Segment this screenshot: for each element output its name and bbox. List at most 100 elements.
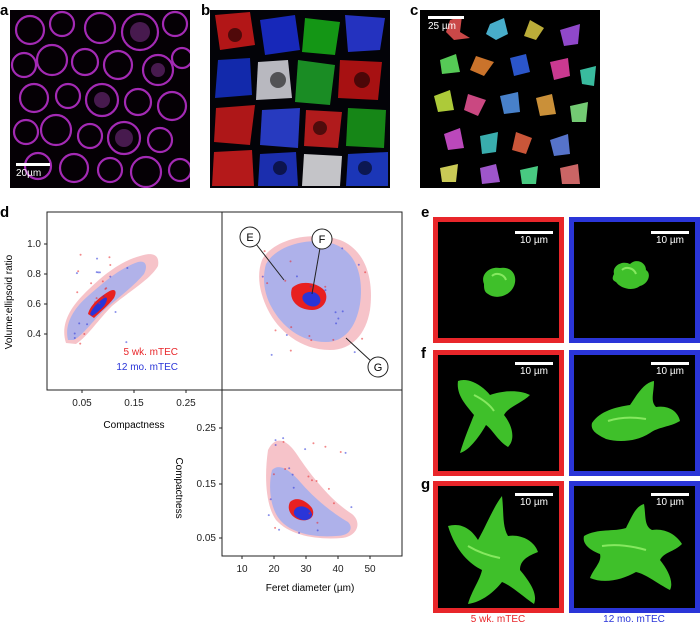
scale-bar-e-right xyxy=(651,231,689,234)
scatter-point xyxy=(324,445,327,448)
plot1-contours xyxy=(64,254,159,344)
render-f-12mo xyxy=(569,350,700,476)
scale-bar-f-right xyxy=(651,362,689,365)
plot1-ylabel: Volume:ellipsoid ratio xyxy=(4,254,15,349)
outlier-points xyxy=(73,233,367,534)
plot1-ytick: 0.4 xyxy=(27,329,41,340)
panel-letter-g: g xyxy=(421,476,431,493)
scatter-point xyxy=(361,337,364,340)
scale-label-c: 25 µm xyxy=(428,21,456,32)
scatter-point xyxy=(78,322,81,325)
annotation-label-e: E xyxy=(246,232,253,244)
plot3-yaxis: 0.25 0.15 0.05 xyxy=(197,423,222,544)
panel-letter-e: e xyxy=(421,204,430,221)
plot3-xtick: 50 xyxy=(364,564,376,575)
scatter-point xyxy=(272,473,275,476)
scatter-point xyxy=(304,448,307,451)
scatter-point xyxy=(308,334,311,337)
plot3-xtick: 10 xyxy=(236,564,248,575)
scatter-point xyxy=(341,247,344,250)
scatter-point xyxy=(289,349,292,352)
scatter-point xyxy=(316,529,319,532)
scatter-point xyxy=(344,451,347,454)
plot1-xlabel: Compactness xyxy=(103,420,164,431)
scatter-point xyxy=(332,502,335,505)
plot-frame-3 xyxy=(221,389,403,557)
scatter-point xyxy=(109,264,112,267)
scatter-point xyxy=(327,487,330,490)
panel-letter-a: a xyxy=(0,2,9,19)
scatter-point xyxy=(364,271,367,274)
plot1-xtick: 0.25 xyxy=(176,398,196,409)
scatter-point xyxy=(79,253,82,256)
scatter-point xyxy=(316,521,319,524)
scatter-point xyxy=(125,341,128,344)
plot3-ytick: 0.05 xyxy=(197,533,217,544)
scatter-point xyxy=(269,498,272,501)
scale-label-f-left: 10 µm xyxy=(520,366,548,377)
scatter-point xyxy=(97,271,100,274)
scale-label-a: 20µm xyxy=(16,168,42,179)
scatter-point xyxy=(274,439,277,442)
micrograph-b xyxy=(210,10,390,188)
scatter-point xyxy=(341,310,344,313)
scatter-point xyxy=(73,332,76,335)
scatter-point xyxy=(298,531,301,534)
scale-bar-e-left xyxy=(515,231,553,234)
panel-letter-d: d xyxy=(0,204,10,221)
render-f-5wk xyxy=(433,350,564,476)
scatter-point xyxy=(284,468,287,471)
scatter-point xyxy=(337,317,340,320)
scale-label-e-left: 10 µm xyxy=(520,235,548,246)
scatter-point xyxy=(285,333,288,336)
scatter-point xyxy=(274,526,277,529)
plot3-xtick: 20 xyxy=(268,564,280,575)
scatter-point xyxy=(95,271,98,274)
scatter-point xyxy=(114,311,117,314)
panel-letter-c: c xyxy=(410,2,419,19)
scatter-point xyxy=(295,275,298,278)
scatter-point xyxy=(308,512,311,515)
scale-bar-g-right xyxy=(651,493,689,496)
scale-label-g-right: 10 µm xyxy=(656,497,684,508)
scatter-point xyxy=(357,263,360,266)
scatter-point xyxy=(261,275,264,278)
scale-label-e-right: 10 µm xyxy=(656,235,684,246)
caption-5wk: 5 wk. mTEC xyxy=(470,614,526,625)
scatter-point xyxy=(290,326,293,329)
scatter-point xyxy=(334,311,337,314)
legend-5wk: 5 wk. mTEC xyxy=(124,347,178,358)
plot3-xaxis: 10 20 30 40 50 xyxy=(236,556,376,575)
scatter-point xyxy=(108,256,111,259)
scale-label-g-left: 10 µm xyxy=(520,497,548,508)
scatter-point xyxy=(86,323,89,326)
scale-bar-g-left xyxy=(515,493,553,496)
plot1-ytick: 0.8 xyxy=(27,269,41,280)
scatter-point xyxy=(282,437,285,440)
render-g-12mo xyxy=(569,481,700,613)
plot1-xtick: 0.05 xyxy=(72,398,92,409)
scatter-point xyxy=(274,443,277,446)
scatter-point xyxy=(350,506,353,509)
scatter-point xyxy=(96,257,99,260)
scatter-point xyxy=(102,295,105,298)
scatter-point xyxy=(310,479,313,482)
scatter-point xyxy=(83,332,86,335)
scatter-point xyxy=(126,266,129,269)
scale-label-f-right: 10 µm xyxy=(656,366,684,377)
scatter-point xyxy=(95,297,98,300)
scatter-point xyxy=(105,287,108,290)
scatter-point xyxy=(94,301,97,304)
annotation-label-g: G xyxy=(374,362,383,374)
scale-bar-f-left xyxy=(515,362,553,365)
scatter-point xyxy=(274,329,277,332)
scatter-point xyxy=(282,440,285,443)
scatter-point xyxy=(75,272,78,275)
scatter-point xyxy=(79,342,82,345)
scatter-point xyxy=(288,467,291,470)
scatter-point xyxy=(109,275,112,278)
scatter-point xyxy=(335,322,338,325)
scatter-point xyxy=(312,442,315,445)
plot3-ylabel: Compactness xyxy=(173,457,184,518)
annotation-e: E xyxy=(239,226,285,281)
